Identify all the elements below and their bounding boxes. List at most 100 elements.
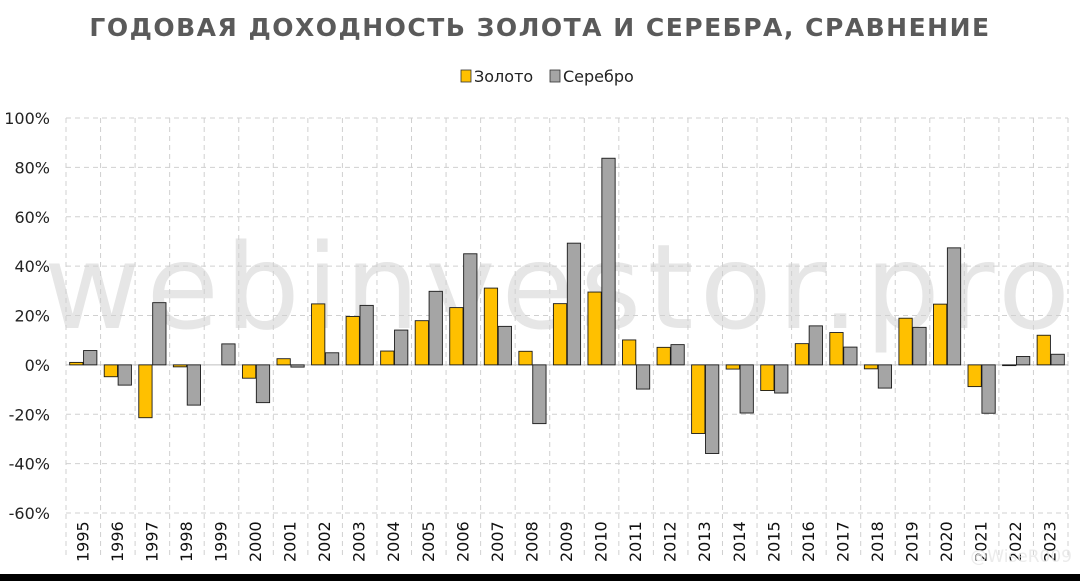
x-tick-label: 2011	[626, 521, 645, 562]
y-tick-label: 80%	[14, 158, 50, 177]
x-tick-label: 1995	[73, 521, 92, 562]
bar-silver-1995	[83, 350, 98, 366]
bar-silver-2015	[774, 364, 789, 394]
bar-silver-2018	[877, 364, 893, 389]
bar-silver-1999	[221, 343, 236, 366]
bar-silver-2001	[290, 364, 305, 368]
x-tick-label: 2015	[764, 521, 783, 562]
bar-gold-2007	[483, 287, 499, 366]
x-tick-label: 2003	[350, 521, 369, 562]
x-tick-label: 1999	[211, 521, 230, 562]
bar-gold-2004	[380, 350, 395, 366]
bar-silver-2000	[255, 364, 271, 404]
bar-gold-2005	[414, 320, 429, 366]
bar-silver-2013	[705, 364, 720, 454]
y-tick-label: 0%	[25, 356, 50, 375]
x-tick-label: 2006	[453, 521, 472, 562]
x-axis: 1995 1996 1997 1998 1999 2000 2001 2002 2003 2004…	[73, 521, 1059, 562]
bar-silver-1996	[117, 364, 132, 386]
x-tick-label: 2001	[281, 521, 300, 562]
bar-silver-1997	[152, 302, 167, 366]
y-tick-label: 60%	[14, 208, 50, 227]
bar-gold-2017	[829, 332, 844, 366]
x-tick-label: 2005	[419, 521, 438, 562]
bar-silver-2022	[1016, 356, 1031, 366]
bar-gold-2008	[518, 350, 533, 366]
bar-gold-2020	[933, 303, 948, 366]
bar-silver-2011	[635, 364, 651, 390]
bar-silver-2005	[428, 290, 443, 366]
bar-gold-2022	[1002, 364, 1017, 367]
bar-gold-2019	[898, 317, 913, 366]
x-tick-label: 2017	[833, 521, 852, 562]
x-tick-label: 2014	[730, 521, 749, 562]
bar-gold-2023	[1036, 334, 1051, 366]
x-tick-label: 2023	[1041, 521, 1060, 562]
bar-gold-2002	[311, 303, 326, 366]
bar-silver-2021	[981, 364, 996, 414]
y-tick-label: 20%	[14, 307, 50, 326]
bars	[69, 157, 1065, 454]
bar-gold-2012	[656, 346, 671, 366]
x-tick-label: 2002	[315, 521, 334, 562]
y-tick-label: -40%	[9, 455, 50, 474]
bar-silver-2010	[601, 157, 616, 366]
chart-title: ГОДОВАЯ ДОХОДНОСТЬ ЗОЛОТА И СЕРЕБРА, СРА…	[89, 13, 990, 42]
bar-gold-1998	[172, 364, 188, 368]
bar-gold-2011	[622, 339, 637, 366]
corner-watermark: @WiseR009	[970, 547, 1072, 567]
x-tick-label: 2018	[868, 521, 887, 562]
bar-silver-1998	[186, 364, 201, 406]
legend: Золото Серебро	[460, 67, 634, 86]
bar-silver-2016	[808, 325, 823, 366]
x-tick-label: 2016	[799, 521, 818, 562]
bar-gold-2015	[760, 364, 775, 391]
bar-gold-2010	[587, 291, 602, 366]
y-tick-label: 100%	[4, 109, 50, 128]
legend-label-silver: Серебро	[563, 67, 634, 86]
gridlines	[65, 117, 1069, 557]
bar-silver-2007	[497, 325, 512, 366]
bar-gold-2013	[691, 364, 706, 434]
bar-silver-2006	[463, 253, 478, 366]
bar-silver-2023	[1050, 353, 1065, 366]
bar-silver-2008	[532, 364, 547, 425]
bar-silver-2014	[739, 364, 754, 414]
bar-silver-2003	[359, 304, 374, 366]
bar-silver-2020	[946, 247, 962, 366]
bar-gold-2006	[449, 307, 464, 366]
legend-swatch-gold	[460, 69, 472, 83]
x-tick-label: 2022	[1006, 521, 1025, 562]
bar-gold-2018	[863, 364, 879, 370]
x-tick-label: 1996	[108, 521, 127, 562]
bar-gold-2000	[241, 364, 257, 379]
x-tick-label: 1998	[177, 521, 196, 562]
x-tick-label: 1997	[142, 521, 161, 562]
x-tick-label: 2020	[937, 521, 956, 562]
bar-gold-2001	[276, 358, 291, 366]
x-tick-label: 2012	[661, 521, 680, 562]
x-tick-label: 2004	[384, 521, 403, 562]
x-tick-label: 2008	[522, 521, 541, 562]
x-tick-label: 2010	[592, 521, 611, 562]
x-tick-label: 2000	[246, 521, 265, 562]
bar-gold-1995	[69, 361, 84, 366]
x-tick-label: 2009	[557, 521, 576, 562]
legend-swatch-silver	[549, 69, 561, 83]
bar-silver-2019	[912, 326, 927, 366]
bar-gold-2016	[794, 343, 810, 366]
x-tick-label: 2021	[972, 521, 991, 562]
corner-mark-group: @WiseR009	[970, 547, 1072, 567]
y-tick-label: 40%	[14, 257, 50, 276]
y-tick-label: -60%	[9, 504, 50, 523]
x-tick-label: 2019	[903, 521, 922, 562]
bar-gold-2009	[552, 303, 568, 366]
bar-silver-2012	[670, 344, 685, 366]
y-axis: 100% 80% 60% 40% 20% 0% -20% -40% -60%	[4, 109, 50, 523]
bar-gold-2014	[725, 364, 740, 370]
x-tick-label: 2007	[488, 521, 507, 562]
bar-gold-2003	[345, 316, 360, 366]
bar-silver-2004	[394, 329, 409, 366]
bar-silver-2002	[324, 352, 340, 366]
